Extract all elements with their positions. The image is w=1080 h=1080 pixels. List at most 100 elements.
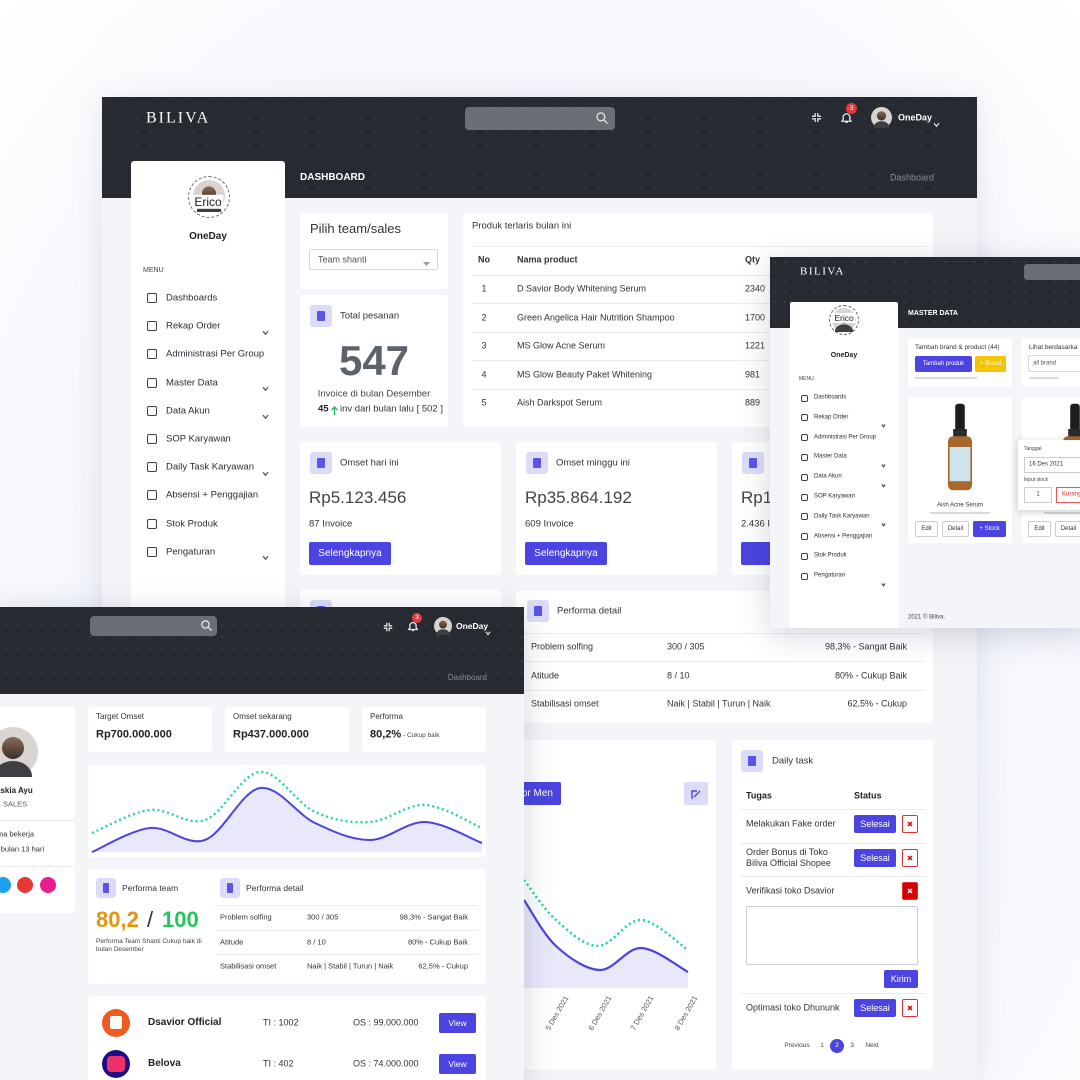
profile-name: askia Ayu [0, 786, 33, 796]
chevron-svg [262, 330, 269, 335]
date-value: 16 Des 2021 [1029, 461, 1064, 468]
menu-item[interactable]: Stok Produk [814, 552, 847, 559]
cancel-button[interactable] [902, 882, 918, 900]
done-button[interactable]: Selesai [854, 815, 896, 833]
bottle-neck [953, 429, 967, 438]
menu-item[interactable]: Master Data [166, 376, 218, 388]
social-icon[interactable] [40, 877, 56, 893]
user-avatar [434, 617, 452, 641]
pagination-item[interactable]: Next [865, 1042, 879, 1050]
task-note-input[interactable] [746, 906, 918, 965]
menu-item[interactable]: Absensi + Penggajian [814, 533, 873, 539]
cancel-button[interactable] [902, 849, 918, 867]
product-button[interactable]: Edit [915, 521, 938, 537]
pagination-item[interactable]: Previous [784, 1042, 810, 1050]
team-caption: Performa Team Shanti Cukup baik di bulan… [96, 938, 202, 953]
brand-select[interactable] [1028, 355, 1080, 372]
search-box[interactable] [465, 107, 615, 130]
done-button[interactable]: Selesai [854, 849, 896, 867]
reduce-button[interactable] [1056, 487, 1080, 503]
tenure-value: l bulan 13 hari [0, 844, 45, 854]
menu-item[interactable]: SOP Karyawan [166, 433, 231, 445]
table-cell: Naik | Stabil | Turun | Naik [307, 961, 394, 971]
reduce-label: Kurang [1062, 491, 1080, 498]
menu-item[interactable]: Daily Task Karyawan [166, 461, 255, 473]
pagination-item[interactable]: 1 [820, 1042, 824, 1050]
social-icon[interactable] [0, 877, 11, 893]
stock-input[interactable] [1024, 487, 1052, 503]
details-button[interactable]: Selengkapnya [525, 542, 607, 565]
menu-item[interactable]: Rekap Order [814, 414, 849, 421]
menu-item[interactable]: Master Data [814, 453, 847, 460]
edit-icon-svg [691, 790, 701, 799]
search-box[interactable] [1024, 264, 1080, 280]
view-button[interactable]: View [439, 1013, 476, 1033]
target-line [91, 770, 483, 835]
table-cell: 98,3% - Sangat Baik [824, 641, 907, 652]
notification-count: 3 [849, 104, 854, 112]
product-price-line [1044, 512, 1080, 514]
profile-role: OneDay [189, 231, 227, 242]
card-icon-glyph [749, 457, 757, 469]
social-icon[interactable] [17, 877, 33, 893]
add-product-button[interactable]: Tambah produk [915, 356, 972, 372]
product-button[interactable]: Detail [1055, 521, 1080, 537]
menu-icon [801, 572, 808, 580]
chevron [933, 115, 940, 127]
details-button[interactable]: Selengkapnya [309, 542, 391, 565]
cancel-button[interactable] [902, 999, 918, 1017]
profile-name: Erico [192, 194, 224, 210]
done-button[interactable]: Selesai [854, 999, 896, 1017]
card-title: Lihat berdasarka [1029, 344, 1078, 352]
table-row-divider [472, 303, 927, 305]
view-button[interactable]: View [439, 1053, 476, 1074]
product-button[interactable]: Detail [942, 521, 969, 537]
add-brand-button[interactable]: + Brand [975, 356, 1006, 372]
store-ti: TI : 402 [263, 1058, 294, 1069]
menu-item[interactable]: Pengaturan [814, 572, 846, 579]
product-button[interactable]: + Stock [973, 521, 1006, 537]
cancel-icon [907, 855, 913, 861]
divider [0, 866, 75, 867]
profile-role: OneDay [830, 351, 858, 359]
menu-item[interactable]: Data Akun [166, 405, 210, 417]
invoice-count: 87 Invoice [309, 518, 353, 530]
menu-item[interactable]: Data Akun [814, 473, 842, 480]
card-title: Performa team [122, 882, 179, 893]
date-input[interactable] [1024, 457, 1080, 473]
menu-item[interactable]: Administrasi Per Group [166, 348, 265, 360]
menu-item[interactable]: Stok Produk [166, 517, 218, 529]
edit-chart-button[interactable] [684, 782, 708, 805]
chevron [881, 455, 886, 468]
store-logo-heart [107, 1055, 125, 1072]
table-cell: 1 [481, 283, 487, 294]
stat-card [88, 707, 212, 752]
select-value: all brand [1033, 360, 1057, 367]
cancel-button[interactable] [902, 815, 918, 833]
menu-item[interactable]: Pengaturan [166, 546, 216, 558]
menu-item[interactable]: Dashboards [166, 292, 218, 304]
product-button[interactable]: Edit [1028, 521, 1051, 537]
submit-button[interactable]: Kirim [884, 970, 918, 988]
table-row-divider [216, 954, 478, 955]
store-logo-bag [110, 1016, 122, 1029]
fullscreen-icon [810, 111, 823, 124]
area [92, 787, 482, 852]
table-cell: Stabilisasi omset [220, 961, 277, 971]
menu-item[interactable]: Rekap Order [166, 320, 221, 332]
chart-filter-button[interactable]: or Men [516, 782, 561, 805]
menu-item[interactable]: Dashboards [814, 394, 847, 401]
revenue-value: Rp5.123.456 [309, 487, 407, 507]
menu-item[interactable]: Administrasi Per Group [814, 434, 877, 440]
pagination-item[interactable]: 3 [850, 1042, 854, 1050]
menu-item[interactable]: SOP Karyawan [814, 493, 855, 500]
area [524, 900, 688, 988]
pagination-item[interactable]: 2 [835, 1042, 839, 1050]
bell-path [840, 113, 853, 123]
search-box[interactable] [90, 616, 217, 636]
team-select[interactable] [309, 249, 438, 270]
menu-item[interactable]: Daily Task Karyawan [814, 513, 870, 520]
table-cell: 300 / 305 [667, 641, 705, 652]
menu-item[interactable]: Absensi + Penggajian [166, 489, 259, 501]
card-title: Omset hari ini [340, 457, 399, 469]
